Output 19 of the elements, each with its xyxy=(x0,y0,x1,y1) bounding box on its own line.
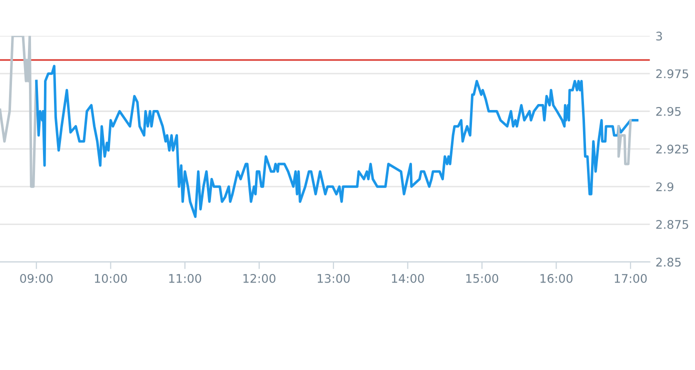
x-tick-label: 11:00 xyxy=(169,274,202,283)
x-tick-label: 16:00 xyxy=(540,274,572,283)
line-series xyxy=(35,64,638,218)
x-tick-label: 17:00 xyxy=(614,274,647,283)
y-tick-label: 2.875 xyxy=(656,220,688,229)
y-tick-label: 3 xyxy=(656,32,662,41)
x-tick-label: 09:00 xyxy=(20,274,53,283)
y-tick-label: 2.975 xyxy=(656,69,688,78)
x-tick-label: 10:00 xyxy=(94,274,127,283)
y-tick-label: 2.9 xyxy=(656,182,674,192)
x-tick-label: 14:00 xyxy=(392,274,424,283)
y-tick-label: 2.95 xyxy=(656,106,681,116)
y-tick-label: 2.925 xyxy=(656,144,688,154)
line-series xyxy=(0,36,38,188)
line-series xyxy=(617,119,632,166)
y-tick-label: 2.85 xyxy=(656,258,681,267)
x-tick-label: 15:00 xyxy=(466,274,498,283)
x-tick-label: 13:00 xyxy=(318,274,350,283)
x-tick-label: 12:00 xyxy=(243,274,276,283)
